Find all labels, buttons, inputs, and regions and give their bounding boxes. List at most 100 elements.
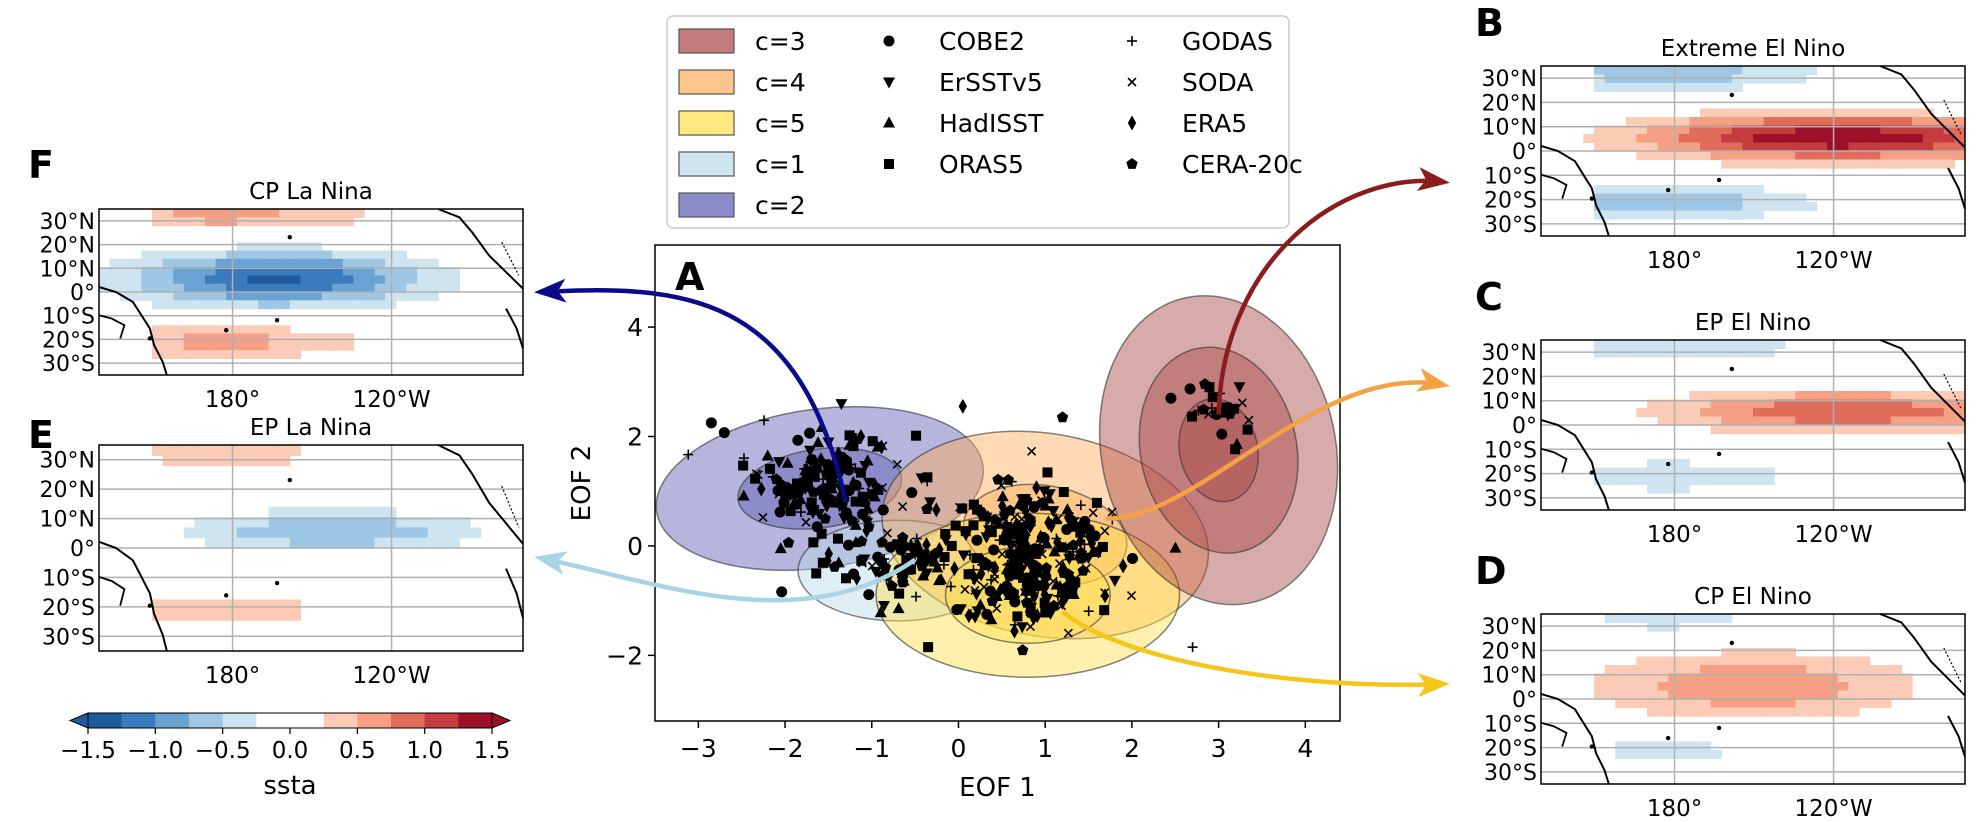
ssta-cell: [1933, 408, 1945, 418]
ssta-cell: [1678, 656, 1690, 666]
ssta-cell: [1880, 117, 1892, 127]
ssta-cell: [141, 283, 153, 293]
ssta-cell: [1594, 66, 1606, 76]
ssta-cell: [385, 537, 397, 549]
data-point: [1187, 642, 1198, 653]
ssta-cell: [1753, 665, 1765, 675]
ssta-cell: [311, 283, 323, 293]
ssta-cell: [183, 258, 195, 268]
ssta-cell: [300, 537, 312, 549]
ssta-cell: [162, 300, 174, 310]
ssta-cell: [1806, 690, 1818, 700]
ssta-cell: [1604, 682, 1616, 692]
ssta-cell: [1721, 391, 1733, 401]
data-point: [738, 460, 749, 471]
data-point: [792, 434, 804, 446]
ssta-cell: [289, 258, 301, 268]
ssta-cell: [374, 267, 386, 276]
ssta-cell: [1594, 193, 1606, 203]
ssta-cell: [1604, 185, 1616, 195]
lat-tick-label: 20°N: [1482, 91, 1537, 116]
ssta-cell: [1731, 193, 1743, 203]
ssta-cell: [1721, 682, 1733, 692]
ssta-cell: [374, 517, 386, 528]
ssta-cell: [1848, 699, 1860, 709]
data-point: [1009, 559, 1021, 570]
coastline: [505, 308, 524, 349]
ssta-cell: [268, 537, 280, 549]
ssta-cell: [226, 267, 238, 276]
ssta-cell: [417, 292, 429, 301]
marker-stroke: [979, 582, 989, 592]
ssta-cell: [205, 537, 217, 549]
ssta-cell: [1678, 134, 1690, 144]
ssta-cell: [1604, 476, 1616, 486]
ssta-cell: [1816, 425, 1828, 435]
ssta-cell: [1742, 151, 1754, 161]
ssta-cell: [1784, 159, 1796, 169]
ssta-cell: [1657, 348, 1669, 358]
ssta-cell: [1742, 193, 1754, 203]
data-point: [810, 463, 822, 475]
ssta-cell: [247, 333, 259, 343]
ssta-cell: [226, 599, 238, 611]
map-cells: [1583, 66, 1966, 220]
ssta-cell: [258, 527, 270, 539]
ssta-cell: [1827, 707, 1839, 717]
ssta-cell: [1869, 125, 1881, 135]
ssta-cell: [109, 267, 121, 276]
ssta-cell: [247, 258, 259, 268]
ssta-cell: [236, 242, 248, 252]
ssta-cell: [1816, 656, 1828, 666]
lat-tick-label: 10°N: [1482, 664, 1537, 689]
ssta-cell: [1594, 673, 1606, 683]
ssta-cell: [459, 517, 471, 528]
ssta-cell: [321, 333, 333, 343]
ssta-cell: [205, 445, 217, 456]
data-point: [832, 556, 845, 568]
ssta-cell: [321, 217, 333, 227]
ssta-cell: [353, 292, 365, 301]
ssta-cell: [1647, 83, 1659, 93]
ssta-cell: [385, 527, 397, 539]
data-point: [834, 446, 843, 462]
marker-stroke: [1053, 514, 1063, 524]
ssta-cell: [1774, 202, 1786, 212]
ssta-cell: [258, 333, 270, 343]
ssta-cell: [1869, 425, 1881, 435]
ssta-cell: [300, 527, 312, 539]
ssta-cell: [1784, 125, 1796, 135]
ssta-cell: [311, 333, 323, 343]
lat-tick-label: 0°: [1512, 688, 1537, 713]
ssta-cell: [1901, 682, 1913, 692]
island: [1589, 196, 1595, 201]
ssta-cell: [1657, 467, 1669, 477]
ssta-cell: [364, 506, 376, 518]
ssta-cell: [141, 292, 153, 301]
ssta-cell: [427, 267, 439, 276]
ssta-cell: [1615, 614, 1627, 624]
data-point: [1221, 402, 1232, 413]
ssta-cell: [183, 267, 195, 276]
ssta-cell: [1731, 185, 1743, 195]
data-point: [870, 478, 880, 494]
ssta-cell: [1795, 74, 1807, 84]
ssta-cell: [152, 350, 164, 359]
ssta-cell: [1668, 210, 1680, 220]
ssta-cell: [311, 527, 323, 539]
ssta-cell: [353, 209, 365, 218]
coastline: [1540, 447, 1568, 473]
ssta-cell: [332, 250, 344, 260]
ssta-cell: [1763, 348, 1775, 358]
ssta-cell: [1668, 408, 1680, 418]
island: [1716, 177, 1722, 183]
ssta-cell: [1636, 66, 1648, 76]
lat-tick-label: 10°N: [40, 508, 95, 533]
data-point: [968, 499, 979, 510]
coastline: [1947, 167, 1966, 210]
ssta-cell: [1647, 66, 1659, 76]
ssta-cell: [1827, 391, 1839, 401]
ssta-cell: [1689, 210, 1701, 220]
x-tick-label: −3: [680, 734, 717, 763]
data-point: [1002, 559, 1013, 570]
